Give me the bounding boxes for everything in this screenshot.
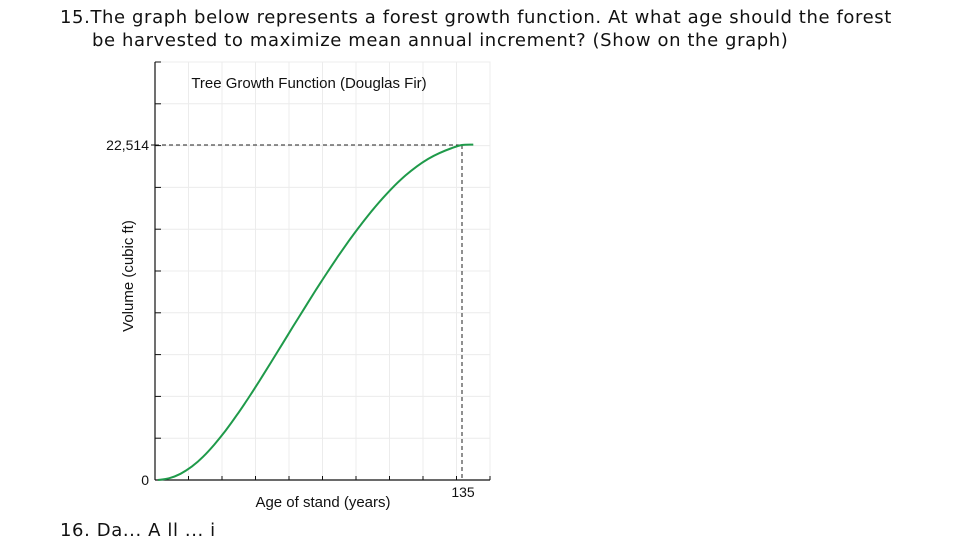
y-axis-label: Volume (cubic ft) (120, 220, 137, 332)
chart-grid (154, 61, 491, 481)
x-axis-label: Age of stand (years) (255, 494, 390, 511)
y-tick-label: 0 (141, 472, 149, 488)
question-number: 15. (60, 7, 91, 28)
chart-ticks (151, 61, 491, 481)
question-line-1: The graph below represents a forest grow… (90, 7, 892, 28)
growth-curve (157, 143, 474, 481)
reference-lines (155, 144, 463, 480)
tick-labels: 0 22,514 135 (106, 137, 475, 500)
question-text: 15.The graph below represents a forest g… (60, 6, 960, 52)
x-tick-label: 135 (451, 484, 475, 500)
question-line-2: be harvested to maximize mean annual inc… (92, 30, 789, 51)
y-tick-label: 22,514 (106, 137, 149, 153)
chart-title: Tree Growth Function (Douglas Fir) (191, 75, 426, 92)
